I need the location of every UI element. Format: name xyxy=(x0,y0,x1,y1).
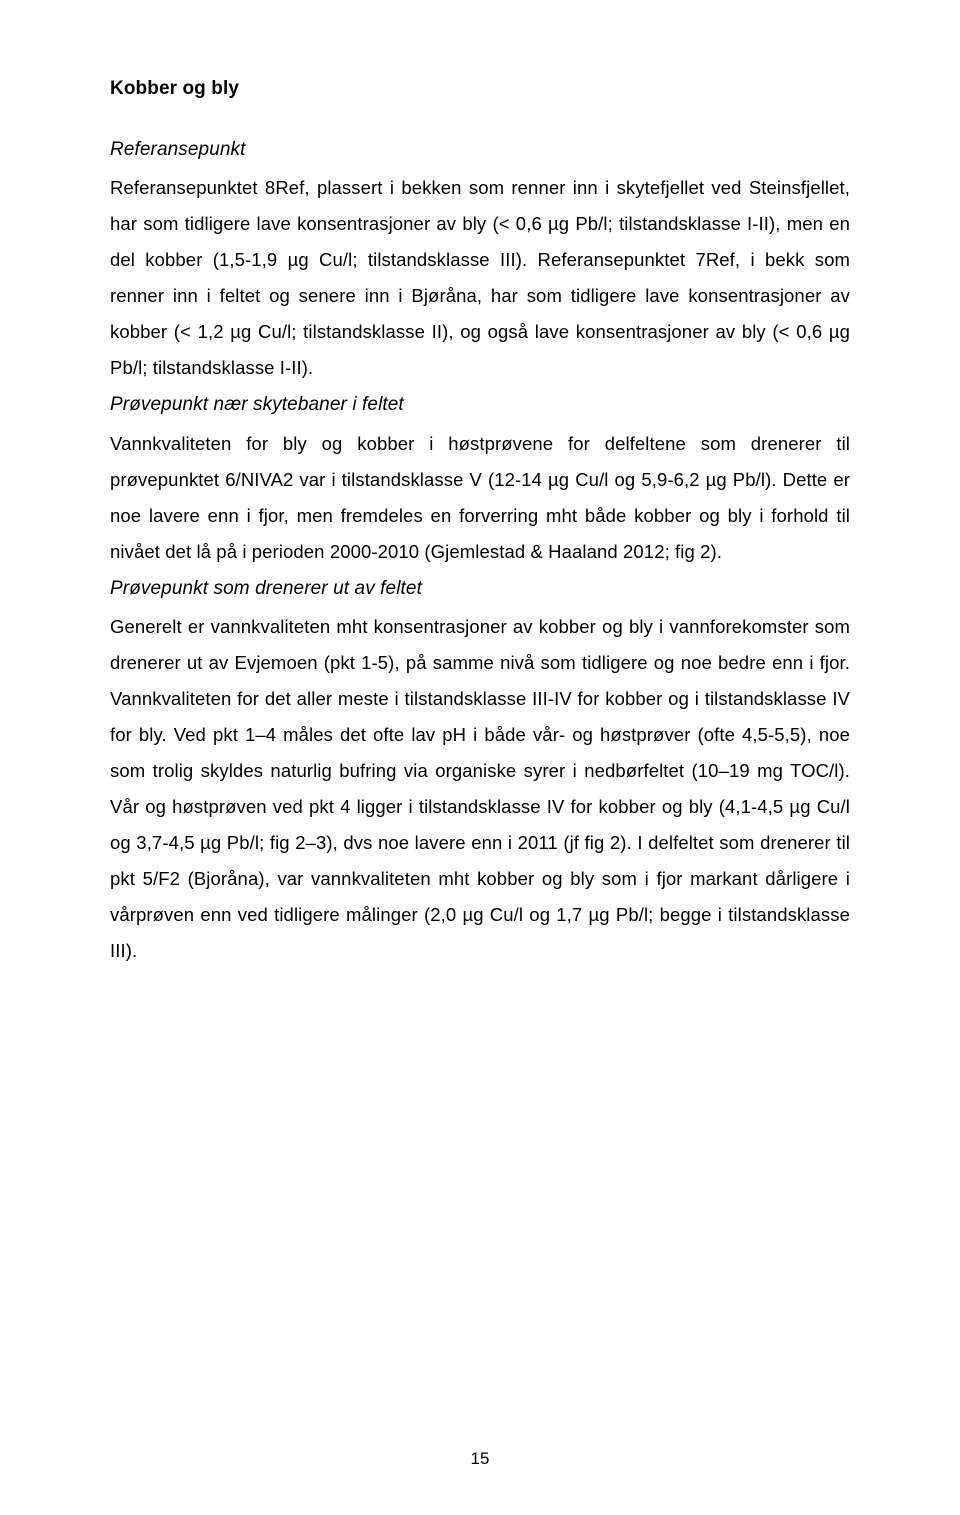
section-provepunkt-drenerer: Prøvepunkt som drenerer ut av feltet Gen… xyxy=(110,570,850,970)
section-heading: Referansepunkt xyxy=(110,131,850,168)
section-body: Vannkvaliteten for bly og kobber i høstp… xyxy=(110,426,850,570)
document-page: Kobber og bly Referansepunkt Referansepu… xyxy=(0,0,960,1019)
page-title: Kobber og bly xyxy=(110,70,850,107)
section-referansepunkt: Referansepunkt Referansepunktet 8Ref, pl… xyxy=(110,131,850,386)
section-body: Generelt er vannkvaliteten mht konsentra… xyxy=(110,609,850,970)
section-heading: Prøvepunkt som drenerer ut av feltet xyxy=(110,570,850,607)
section-heading: Prøvepunkt nær skytebaner i feltet xyxy=(110,386,850,423)
section-body: Referansepunktet 8Ref, plassert i bekken… xyxy=(110,170,850,386)
section-provepunkt-skytebaner: Prøvepunkt nær skytebaner i feltet Vannk… xyxy=(110,386,850,569)
page-number: 15 xyxy=(0,1449,960,1469)
